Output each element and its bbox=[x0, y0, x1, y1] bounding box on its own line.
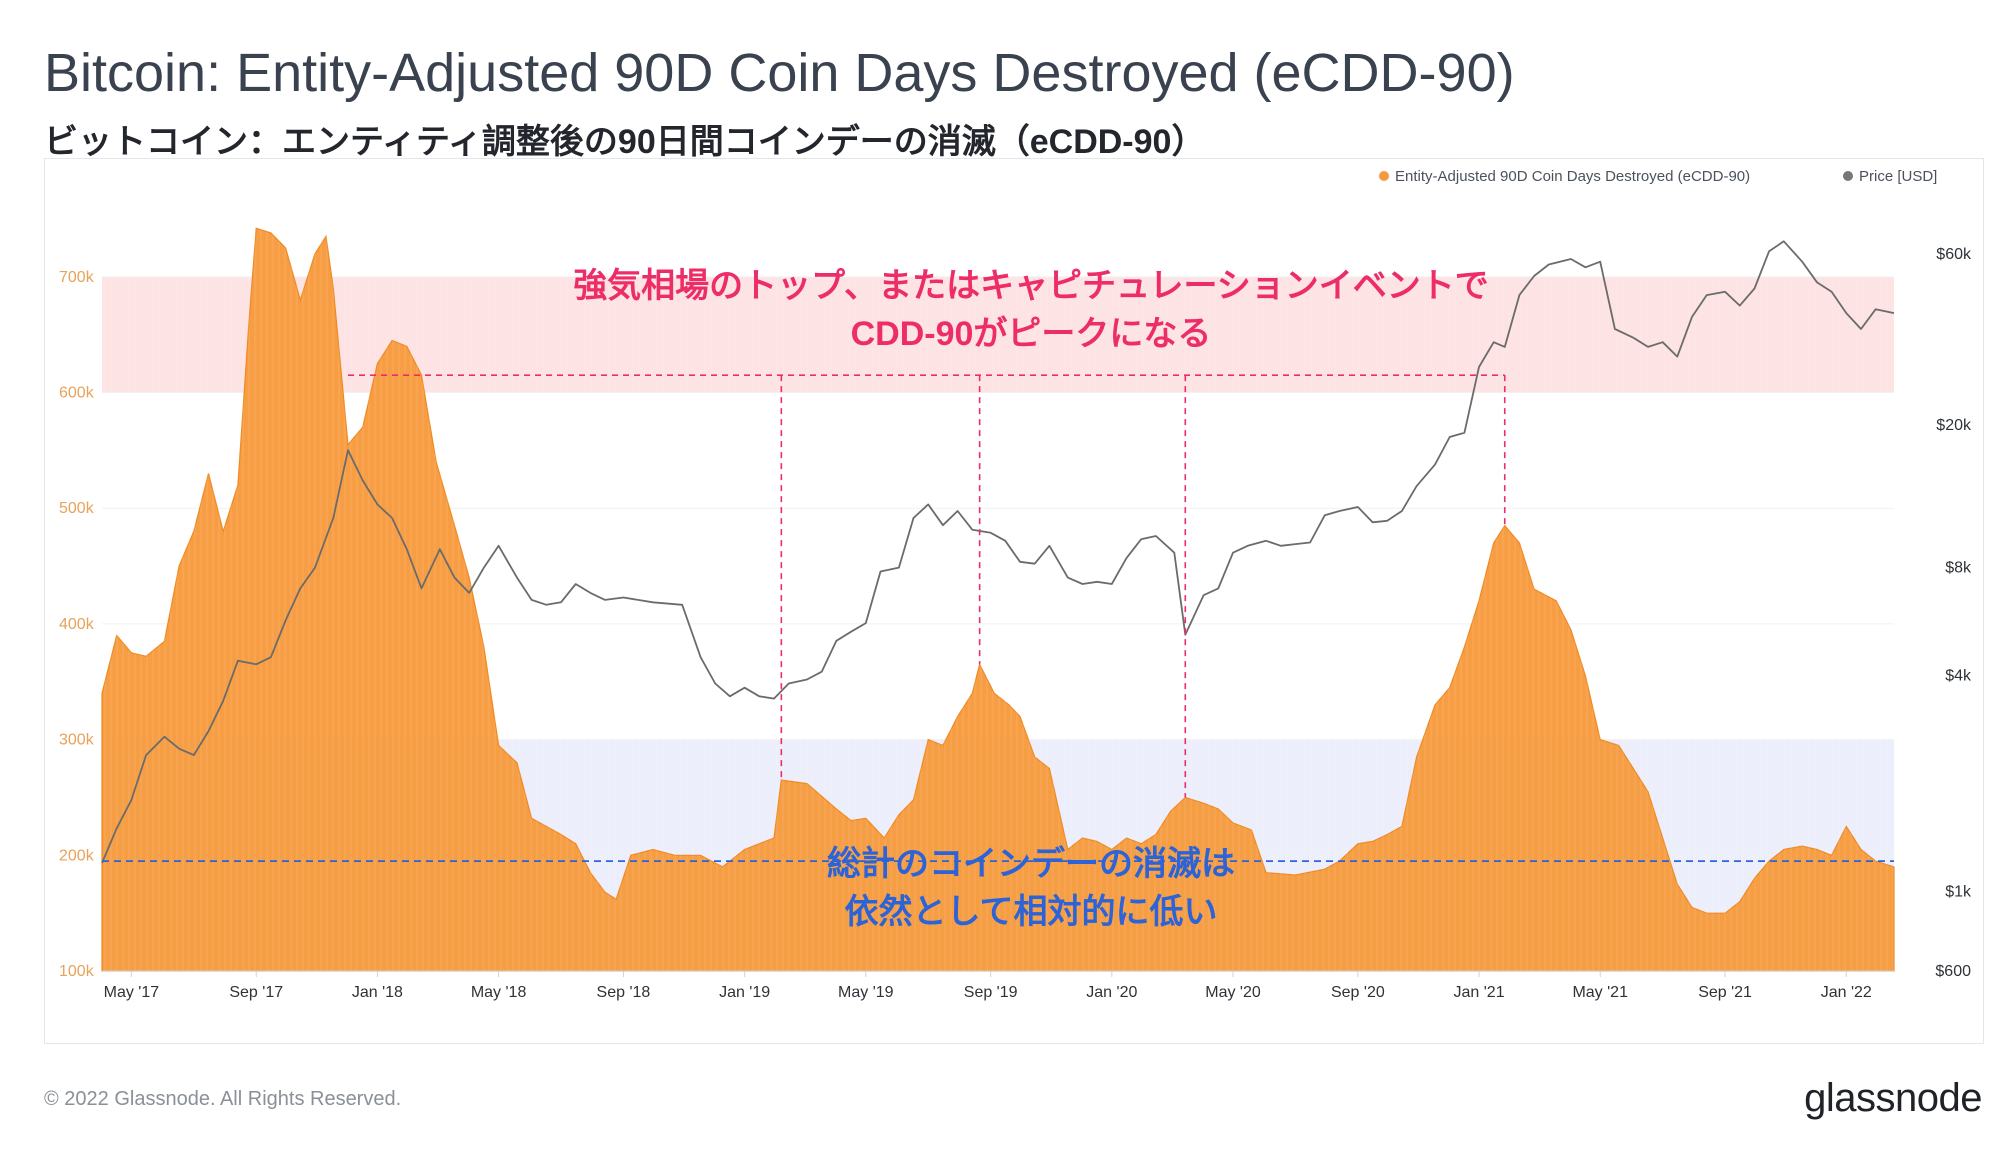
price-line-layer bbox=[101, 240, 1895, 864]
glassnode-logo: glassnode bbox=[1804, 1076, 1982, 1120]
x-tick: May '21 bbox=[1572, 984, 1628, 1001]
x-tick: Sep '21 bbox=[1698, 984, 1752, 1001]
y-left-tick: 500k bbox=[59, 500, 95, 517]
page-title: Bitcoin: Entity-Adjusted 90D Coin Days D… bbox=[44, 43, 1515, 103]
red-annotation-line1: 強気相場のトップ、またはキャピチュレーションイベントで bbox=[573, 267, 1489, 305]
ecdd-area bbox=[101, 227, 1895, 972]
chart-container: 100k 200k 300k 400k 500k 600k 700k $600 $1k $4k $8… bbox=[44, 158, 1984, 1044]
blue-annotation-line1: 総計のコインデーの消滅は bbox=[827, 844, 1235, 883]
price-line bbox=[101, 240, 1895, 864]
annotation-layer: 強気相場のトップ、またはキャピチュレーションイベントで CDD-90がピークにな… bbox=[573, 267, 1489, 931]
x-tick: Sep '18 bbox=[597, 984, 651, 1001]
reference-line-layer bbox=[102, 374, 1894, 862]
x-tick: Sep '19 bbox=[964, 984, 1018, 1001]
legend-ecdd-swatch bbox=[1379, 171, 1389, 181]
y-right-tick: $20k bbox=[1936, 417, 1972, 434]
y-right-tick: $60k bbox=[1936, 246, 1972, 263]
axis-layer: 100k 200k 300k 400k 500k 600k 700k $600 $1k $4k $8… bbox=[59, 246, 1972, 1001]
ecdd-chart: 100k 200k 300k 400k 500k 600k 700k $600 $1k $4k $8… bbox=[59, 168, 1972, 1001]
x-tick: Sep '17 bbox=[229, 984, 283, 1001]
x-tick: Jan '21 bbox=[1454, 984, 1505, 1001]
y-left-tick: 700k bbox=[59, 269, 95, 286]
x-tick: May '19 bbox=[838, 984, 894, 1001]
y-left-tick: 100k bbox=[59, 963, 95, 980]
red-annotation-line2: CDD-90がピークになる bbox=[851, 315, 1212, 353]
y-right-tick: $8k bbox=[1945, 560, 1972, 577]
x-tick: May '20 bbox=[1205, 984, 1261, 1001]
x-tick: Jan '22 bbox=[1821, 984, 1872, 1001]
x-tick: Sep '20 bbox=[1331, 984, 1385, 1001]
x-tick: May '17 bbox=[104, 984, 160, 1001]
legend-price-label[interactable]: Price [USD] bbox=[1859, 168, 1937, 185]
x-tick: Jan '19 bbox=[719, 984, 770, 1001]
copyright-text: © 2022 Glassnode. All Rights Reserved. bbox=[44, 1088, 402, 1110]
legend-price-swatch bbox=[1843, 171, 1853, 181]
y-left-tick: 300k bbox=[59, 732, 95, 749]
blue-annotation-line2: 依然として相対的に低い bbox=[845, 892, 1218, 931]
page-subtitle: ビットコイン：エンティティ調整後の90日間コインデーの消滅（eCDD-90） bbox=[44, 123, 1206, 161]
y-right-tick: $600 bbox=[1935, 963, 1971, 980]
y-left-tick: 600k bbox=[59, 385, 95, 402]
y-left-tick: 400k bbox=[59, 616, 95, 633]
x-tick: May '18 bbox=[471, 984, 527, 1001]
ecdd-area-layer bbox=[101, 219, 1895, 972]
y-right-tick: $4k bbox=[1945, 668, 1972, 685]
y-left-tick: 200k bbox=[59, 847, 95, 864]
y-right-tick: $1k bbox=[1945, 883, 1972, 900]
legend-ecdd-label[interactable]: Entity-Adjusted 90D Coin Days Destroyed … bbox=[1395, 168, 1750, 185]
legend: Entity-Adjusted 90D Coin Days Destroyed … bbox=[1379, 168, 1937, 185]
x-tick: Jan '20 bbox=[1086, 984, 1137, 1001]
x-tick: Jan '18 bbox=[352, 984, 403, 1001]
